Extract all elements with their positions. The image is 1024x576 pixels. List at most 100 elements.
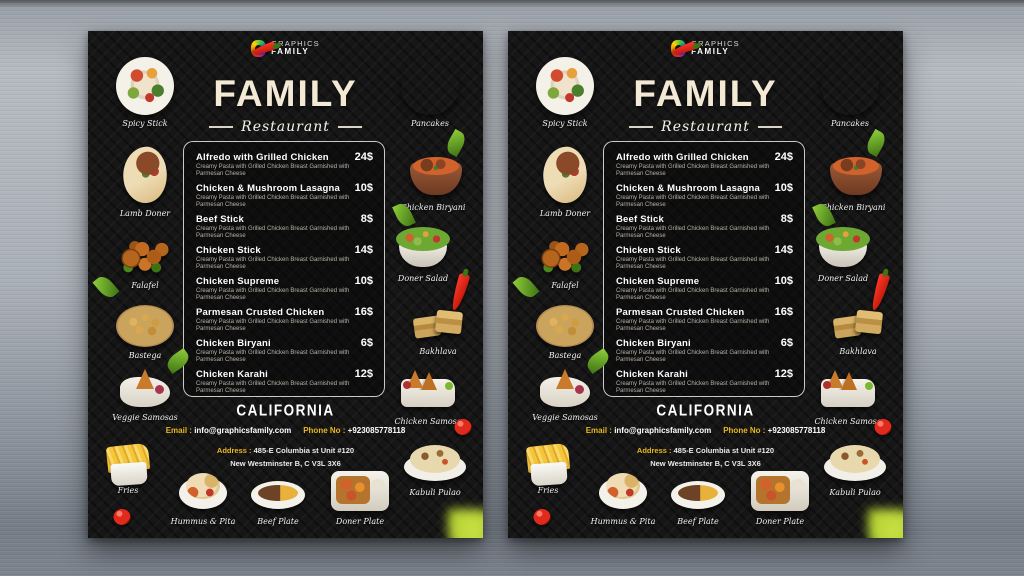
menu-item: Chicken Supreme 10$ Creamy Pasta with Gri… [196,275,373,302]
lamb-doner-label: Lamb Doner [539,209,591,218]
chicken-biryani-label: Chicken Biryani [820,203,886,212]
chicken-samosa-image [821,379,875,407]
restaurant-subtitle-row: Restaurant [88,119,483,135]
menu-item-desc: Creamy Pasta with Grilled Chicken Breast… [196,350,350,364]
doner-plate-image [331,471,389,511]
menu-item: Beef Stick 8$ Creamy Pasta with Grilled C… [616,213,793,240]
phone-row: Phone No : +923085778118 [723,426,825,435]
menu-item: Alfredo with Grilled Chicken 24$ Creamy P… [616,151,793,178]
menu-item-name: Chicken Biryani [196,338,271,350]
contact-line: Email : info@graphicsfamily.com Phone No… [508,426,903,435]
menu-item: Chicken Biryani 6$ Creamy Pasta with Gril… [196,337,373,364]
restaurant-title: FAMILY [633,73,778,114]
spicy-stick-image [116,57,174,115]
menu-item-desc: Creamy Pasta with Grilled Chicken Breast… [616,257,770,271]
kabuli-pulao-label: Kabuli Pulao [829,488,881,497]
hummus-pita-image [599,471,647,513]
pancakes-image [821,57,879,115]
tomato-decor [874,419,892,435]
menu-item-name: Chicken Karahi [196,369,268,381]
chili-decor [869,272,891,312]
menu-item-desc: Creamy Pasta with Grilled Chicken Breast… [196,288,350,302]
restaurant-subtitle: Restaurant [661,119,750,135]
menu-item-name: Chicken & Mushroom Lasagna [616,183,761,195]
subtitle-dash-right [757,126,782,128]
menu-item-price: 10$ [774,275,793,288]
phone-value: +923085778118 [347,426,406,435]
menu-item: Parmesan Crusted Chicken 16$ Creamy Pasta… [196,306,373,333]
falafel-image [117,233,173,279]
pancakes-label: Pancakes [831,119,869,128]
menu-item-price: 12$ [354,368,373,381]
fries-image [523,445,573,489]
menu-item-price: 10$ [354,182,373,195]
fries-image [103,445,153,489]
menu-item-desc: Creamy Pasta with Grilled Chicken Breast… [196,195,350,209]
menu-item-desc: Creamy Pasta with Grilled Chicken Breast… [196,319,350,333]
hummus-pita-label: Hummus & Pita [590,517,656,526]
doner-salad-image [816,227,870,269]
bakhlava-image [832,307,884,343]
falafel-image [537,233,593,279]
phone-value: +923085778118 [767,426,826,435]
menu-item-name: Alfredo with Grilled Chicken [616,152,749,163]
bastega-image [116,305,174,347]
address-line1: 485-E Columbia st Unit #120 [673,446,775,455]
email-row: Email : info@graphicsfamily.com [166,426,291,435]
flyer-mockup-left: GRAPHICS FAMILY FAMILY Restaurant Alfred… [88,31,483,538]
menu-item-name: Beef Stick [616,214,664,226]
menu-item: Chicken Karahi 12$ Creamy Pasta with Gril… [616,368,793,395]
address-label: Address : [636,446,672,455]
flyer-mockup-right: GRAPHICS FAMILY FAMILY Restaurant Alfred… [508,31,903,538]
restaurant-subtitle: Restaurant [241,119,330,135]
kabuli-pulao-image [824,443,886,483]
menu-item-name: Alfredo with Grilled Chicken [196,152,329,163]
menu-item-desc: Creamy Pasta with Grilled Chicken Breast… [616,319,770,333]
menu-item-desc: Creamy Pasta with Grilled Chicken Breast… [196,381,350,395]
menu-item-desc: Creamy Pasta with Grilled Chicken Breast… [616,288,770,302]
menu-item: Chicken Biryani 6$ Creamy Pasta with Gril… [616,337,793,364]
address-label: Address : [216,446,252,455]
phone-label: Phone No : [723,426,766,435]
menu-item: Chicken & Mushroom Lasagna 10$ Creamy Pas… [196,182,373,209]
brand-name-top: GRAPHICS [271,39,320,49]
fries-label: Fries [537,486,559,495]
menu-item: Chicken Stick 14$ Creamy Pasta with Grill… [616,244,793,271]
address-line2: New Westminster B, C V3L 3X6 [650,458,761,468]
brand-name-top: GRAPHICS [691,39,740,49]
menu-item-desc: Creamy Pasta with Grilled Chicken Breast… [196,164,350,178]
tomato-decor [113,509,131,525]
veggie-samosas-label: Veggie Samosas [112,413,178,422]
address-line1: 485-E Columbia st Unit #120 [253,446,355,455]
spicy-stick-label: Spicy Stick [122,119,168,128]
menu-item: Chicken & Mushroom Lasagna 10$ Creamy Pas… [616,182,793,209]
subtitle-dash-right [337,126,362,128]
hummus-pita-label: Hummus & Pita [170,517,236,526]
region-heading: CALIFORNIA [236,401,335,420]
menu-item-name: Parmesan Crusted Chicken [196,307,325,319]
chicken-samosa-label: Chicken Samosa [814,417,882,426]
menu-flyer: GRAPHICS FAMILY FAMILY Restaurant Alfred… [508,31,903,538]
restaurant-title: FAMILY [213,73,358,114]
menu-item-price: 10$ [354,275,373,288]
menu-item-price: 16$ [774,306,793,319]
menu-item-name: Chicken Biryani [616,338,691,350]
menu-item-name: Chicken Karahi [616,369,688,381]
menu-item-price: 12$ [774,368,793,381]
email-label: Email : [585,426,612,435]
menu-item-desc: Creamy Pasta with Grilled Chicken Breast… [616,381,770,395]
menu-item-desc: Creamy Pasta with Grilled Chicken Breast… [196,257,350,271]
subtitle-dash-left [209,126,234,128]
menu-item-desc: Creamy Pasta with Grilled Chicken Breast… [616,226,770,240]
menu-item-name: Chicken Supreme [616,276,700,288]
brand-name-bottom: FAMILY [271,47,310,57]
menu-item: Alfredo with Grilled Chicken 24$ Creamy P… [196,151,373,178]
kabuli-pulao-label: Kabuli Pulao [409,488,461,497]
menu-item-name: Chicken Stick [616,245,681,257]
menu-item-price: 6$ [780,337,793,350]
menu-item-desc: Creamy Pasta with Grilled Chicken Breast… [196,226,350,240]
falafel-label: Falafel [131,281,159,290]
menu-item: Chicken Supreme 10$ Creamy Pasta with Gri… [616,275,793,302]
hummus-pita-image [179,471,227,513]
beef-plate-image [251,477,305,511]
